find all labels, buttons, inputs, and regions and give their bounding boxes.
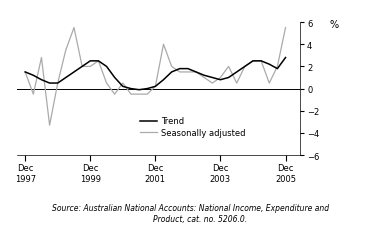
Y-axis label: %: % [330, 20, 339, 30]
Legend: Trend, Seasonally adjusted: Trend, Seasonally adjusted [137, 114, 249, 141]
Text: Source: Australian National Accounts: National Income, Expenditure and
        P: Source: Australian National Accounts: Na… [52, 203, 330, 223]
